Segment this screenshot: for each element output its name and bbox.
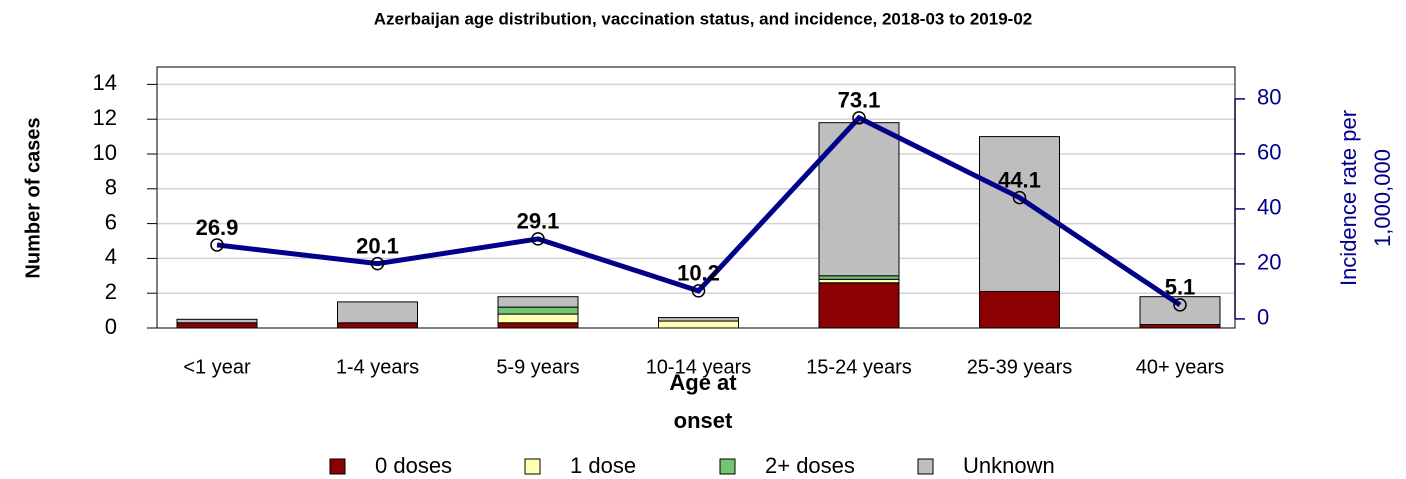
chart-title: Azerbaijan age distribution, vaccination… <box>374 9 1033 28</box>
y-tick-label: 10 <box>93 140 117 165</box>
bar-segment <box>1139 324 1221 329</box>
x-tick-label: 40+ years <box>1136 356 1224 378</box>
x-axis-title: onset <box>674 408 733 433</box>
legend-label: 0 doses <box>375 453 452 478</box>
legend-label: 2+ doses <box>765 453 855 478</box>
bar-segment <box>818 278 900 284</box>
bar-segment <box>497 322 579 329</box>
bar-segment <box>818 282 900 329</box>
y-tick-label: 12 <box>93 105 117 130</box>
legend-label: 1 dose <box>570 453 636 478</box>
x-tick-label: 25-39 years <box>967 356 1073 378</box>
bar-segment <box>497 296 579 308</box>
x-tick-label: 15-24 years <box>806 356 912 378</box>
y-tick-label: 0 <box>105 314 117 339</box>
incidence-point <box>210 238 224 252</box>
y2-axis-title: Incidence rate per <box>1336 110 1361 286</box>
y2-tick-label: 60 <box>1257 140 1281 165</box>
legend-swatch <box>329 458 346 475</box>
incidence-point <box>531 232 545 246</box>
y-tick-label: 2 <box>105 279 117 304</box>
incidence-point <box>1173 298 1187 312</box>
bar-segment <box>337 322 418 329</box>
incidence-label: 73.1 <box>838 88 881 113</box>
bar-segment <box>176 322 258 329</box>
incidence-point <box>1012 190 1027 205</box>
y-tick-label: 8 <box>105 175 117 200</box>
x-tick-label: <1 year <box>183 356 251 378</box>
incidence-point <box>370 256 385 271</box>
x-tick-label: 1-4 years <box>336 356 419 378</box>
bar-segment <box>658 320 739 329</box>
incidence-label: 10.2 <box>677 261 720 286</box>
legend-swatch <box>524 458 541 475</box>
x-tick-label: 10-14 years <box>646 356 752 378</box>
incidence-point <box>852 111 866 125</box>
x-tick-label: 5-9 years <box>496 356 579 378</box>
bar-segment <box>337 301 418 324</box>
x-axis-title: Age at <box>669 370 737 395</box>
incidence-label: 5.1 <box>1165 275 1196 300</box>
y-axis-title: Number of cases <box>22 117 44 278</box>
y-tick-label: 14 <box>93 70 117 95</box>
y-tick-label: 4 <box>105 244 117 269</box>
y2-tick-label: 80 <box>1257 85 1281 110</box>
incidence-label: 29.1 <box>517 209 560 234</box>
incidence-label: 20.1 <box>356 233 399 258</box>
bar-segment <box>979 290 1060 329</box>
incidence-label: 26.9 <box>196 215 239 240</box>
y2-tick-label: 40 <box>1257 195 1281 220</box>
incidence-label: 44.1 <box>998 167 1041 192</box>
y2-tick-label: 0 <box>1257 305 1269 330</box>
y2-axis-title: 1,000,000 <box>1370 149 1395 247</box>
y-tick-label: 6 <box>105 209 117 234</box>
bar-segment <box>818 275 900 280</box>
legend-swatch <box>917 458 934 475</box>
bar-segment <box>176 318 258 324</box>
bar-segment <box>497 306 579 315</box>
legend-label: Unknown <box>963 453 1055 478</box>
bar-segment <box>658 317 739 322</box>
incidence-line <box>216 114 1182 307</box>
y2-tick-label: 20 <box>1257 250 1281 275</box>
legend-swatch <box>719 458 736 475</box>
bar-segment <box>497 313 579 324</box>
incidence-point <box>691 284 706 298</box>
